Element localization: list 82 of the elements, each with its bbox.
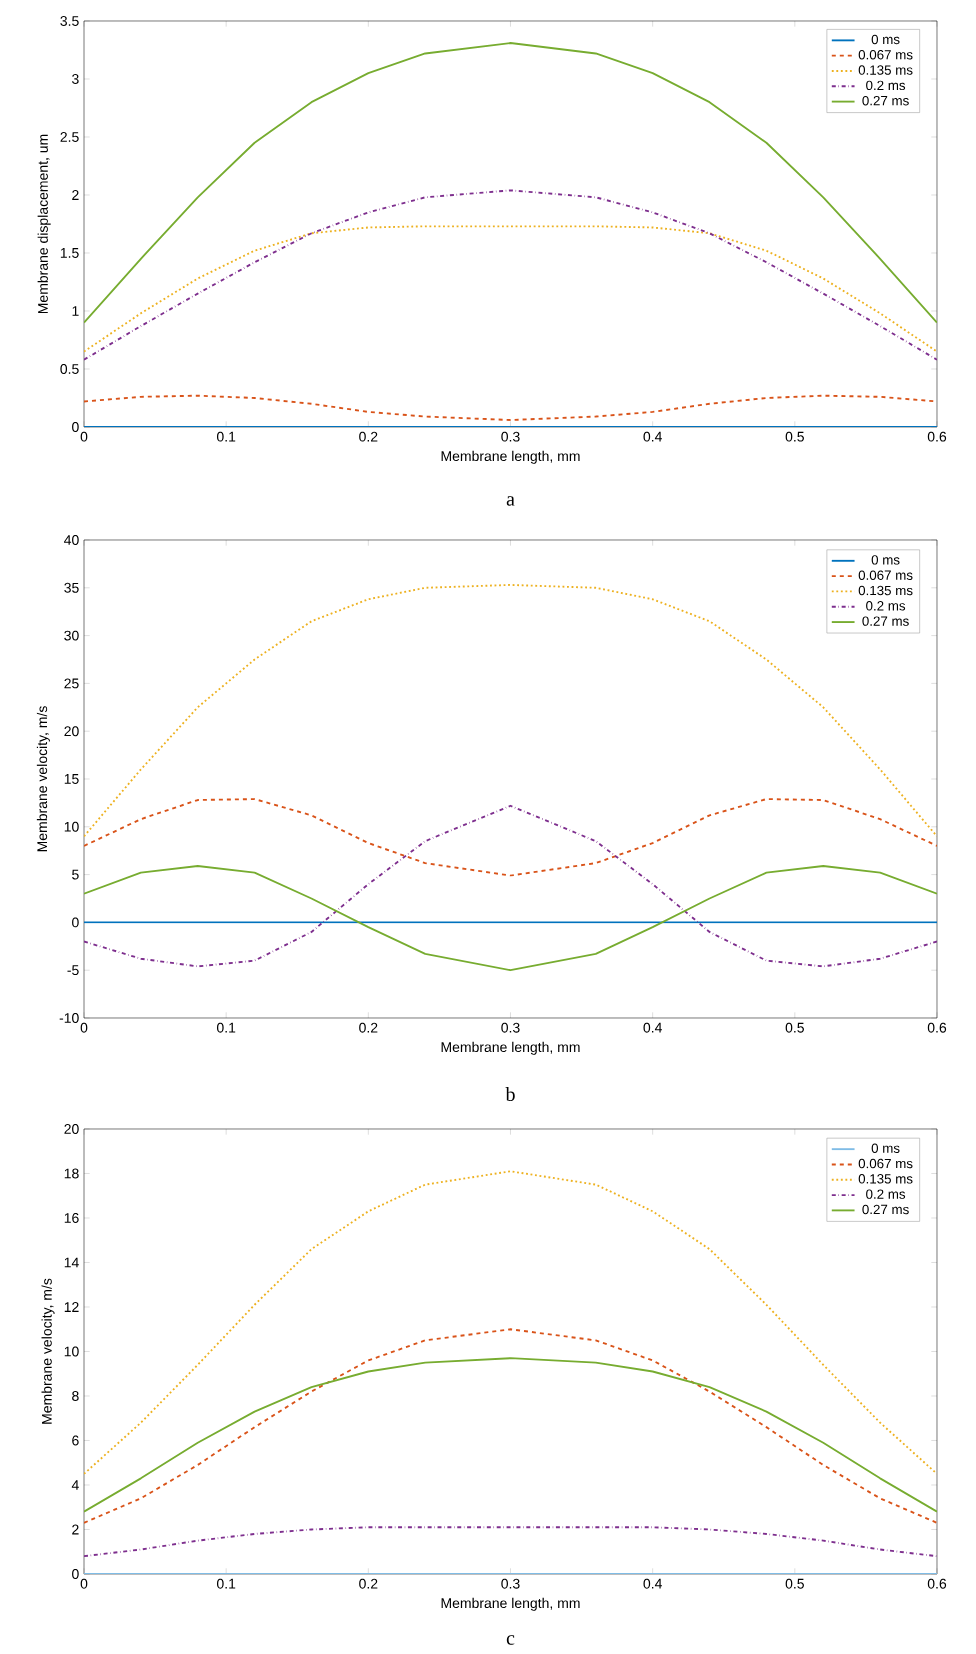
x-tick-label: 0.1 <box>216 1022 236 1033</box>
x-tick-label: 0 <box>80 431 88 442</box>
y-tick-label: 20 <box>64 1124 79 1134</box>
x-tick-label: 0.3 <box>501 431 520 442</box>
y-tick-label: 15 <box>64 774 79 784</box>
legend-label: 0.135 ms <box>858 65 913 75</box>
y-tick-label: 18 <box>64 1168 79 1179</box>
y-tick-label: -5 <box>67 965 79 976</box>
legend-label: 0.27 ms <box>862 616 909 626</box>
x-axis-title: Membrane length, mm <box>441 1597 580 1611</box>
x-tick-label: 0.2 <box>359 431 378 442</box>
legend-label: 0 ms <box>871 1143 900 1153</box>
y-tick-label: 8 <box>72 1391 79 1401</box>
y-tick-label: 2 <box>72 190 79 200</box>
y-tick-label: 20 <box>64 726 79 737</box>
x-tick-label: 0.2 <box>359 1578 378 1589</box>
text: b <box>505 1086 515 1102</box>
x-tick-label: 0.2 <box>359 1022 378 1033</box>
y-axis-title: Membrane velocity, m/s <box>41 1278 55 1424</box>
y-tick-label: 12 <box>64 1302 79 1312</box>
text: c <box>506 1635 515 1645</box>
x-tick-label: 0.4 <box>643 431 662 442</box>
legend-label: 0.067 ms <box>858 50 913 60</box>
line-series <box>84 865 937 972</box>
x-tick-label: 0.6 <box>927 431 947 442</box>
x-tick-label: 0.4 <box>643 1022 662 1033</box>
x-tick-label: 0.5 <box>785 1022 804 1033</box>
y-tick-label: 16 <box>64 1213 79 1223</box>
legend-label: 0.27 ms <box>862 95 909 106</box>
legend-label: 0.2 ms <box>866 1189 906 1199</box>
text: a <box>506 496 515 506</box>
legend-label: 0.2 ms <box>866 80 906 91</box>
y-tick-label: 10 <box>64 1346 79 1357</box>
x-axis-title: Membrane length, mm <box>441 450 580 464</box>
y-tick-label: 25 <box>64 678 79 689</box>
y-tick-label: 6 <box>72 1435 79 1446</box>
y-tick-label: 10 <box>64 821 79 832</box>
legend-label: 0.2 ms <box>866 601 906 611</box>
y-tick-label: 14 <box>64 1257 79 1268</box>
y-tick-label: 5 <box>72 869 79 880</box>
x-tick-label: 0 <box>80 1022 88 1033</box>
y-tick-label: 0 <box>72 422 79 432</box>
x-axis-title: Membrane length, mm <box>441 1041 580 1055</box>
x-tick-label: 0.3 <box>501 1022 520 1033</box>
x-tick-label: 0.1 <box>216 1578 236 1589</box>
line-series <box>84 804 937 968</box>
y-tick-label: 30 <box>64 630 79 641</box>
line-series <box>84 1170 937 1475</box>
y-tick-label: 4 <box>71 1480 79 1490</box>
y-tick-label: 3.5 <box>60 16 79 26</box>
x-tick-label: 0.5 <box>785 1578 804 1589</box>
y-tick-label: -10 <box>59 1013 79 1023</box>
y-tick-label: 0 <box>72 1569 79 1579</box>
x-tick-label: 0.1 <box>216 431 236 442</box>
legend-label: 0 ms <box>871 555 900 565</box>
y-tick-label: 1.5 <box>60 248 79 258</box>
legend-label: 0.135 ms <box>858 585 913 596</box>
legend-label: 0.135 ms <box>858 1174 913 1184</box>
y-axis-title: Membrane velocity, m/s <box>36 706 50 852</box>
y-tick-label: 3 <box>72 74 79 84</box>
y-tick-label: 0 <box>72 917 79 928</box>
y-tick-label: 1 <box>72 306 79 316</box>
x-tick-label: 0.5 <box>785 431 804 442</box>
line-series <box>84 189 937 361</box>
x-tick-label: 0.4 <box>643 1578 662 1589</box>
legend-label: 0 ms <box>871 34 900 45</box>
legend-label: 0.067 ms <box>858 570 913 580</box>
y-tick-label: 2.5 <box>60 132 79 142</box>
y-axis-title: Membrane displacement, um <box>37 134 51 314</box>
y-tick-label: 2 <box>72 1524 79 1535</box>
x-tick-label: 0.6 <box>927 1578 947 1589</box>
line-series <box>84 583 937 838</box>
y-tick-label: 40 <box>64 535 79 545</box>
x-tick-label: 0.6 <box>927 1022 947 1033</box>
legend-label: 0.067 ms <box>858 1158 913 1169</box>
y-tick-label: 35 <box>64 582 79 593</box>
x-tick-label: 0 <box>80 1578 88 1589</box>
line-series <box>84 1357 937 1513</box>
legend-label: 0.27 ms <box>862 1204 909 1215</box>
y-tick-label: 0.5 <box>60 364 79 374</box>
x-tick-label: 0.3 <box>501 1578 520 1589</box>
line-series <box>84 1328 937 1524</box>
